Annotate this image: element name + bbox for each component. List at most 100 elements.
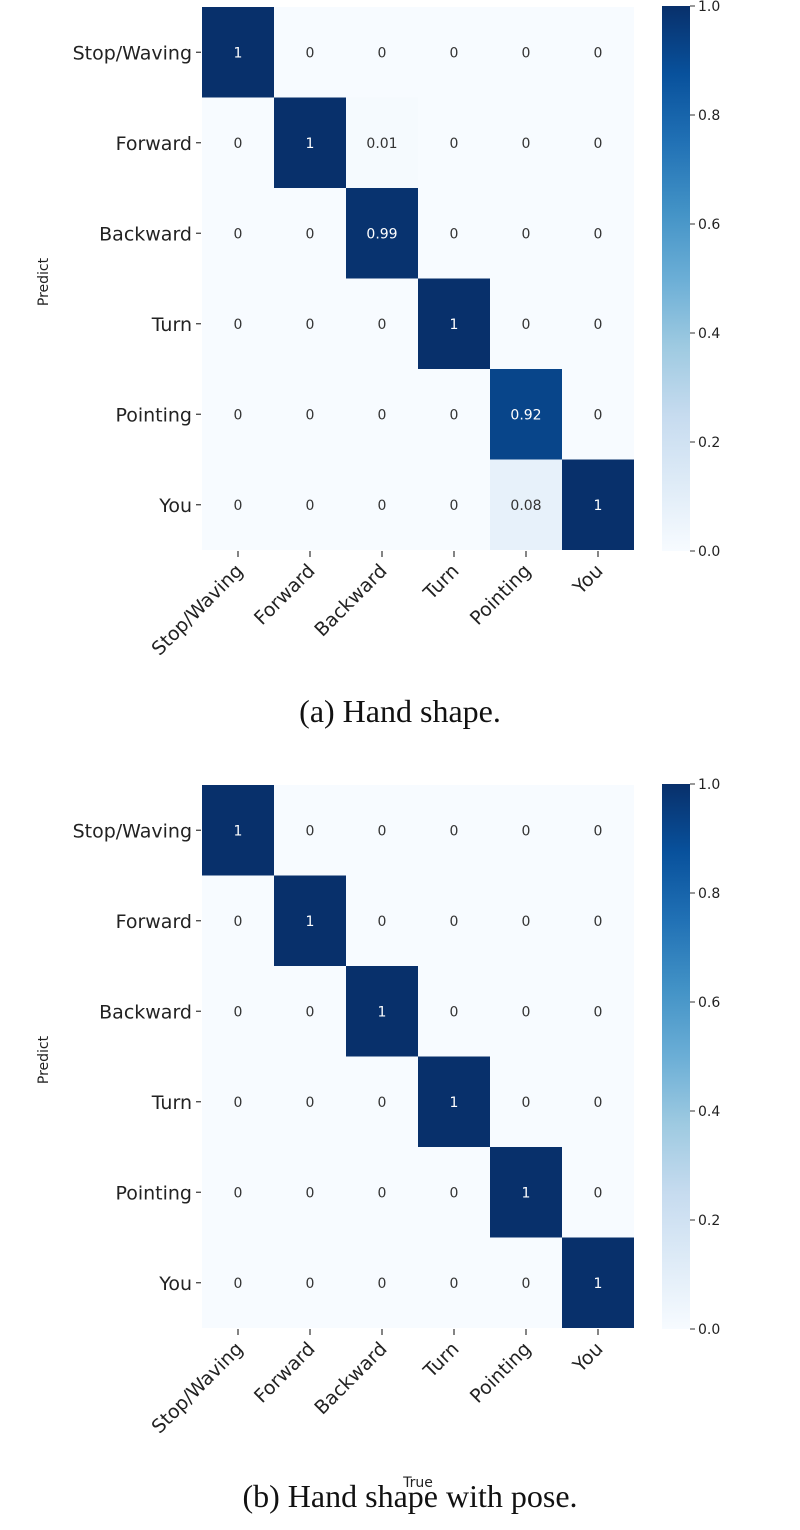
x-tick-label-you: You [568, 1338, 607, 1377]
heatmap-cell [346, 875, 418, 966]
heatmap-cell [562, 459, 634, 550]
cell-value: 0.01 [366, 136, 397, 152]
heatmap-cell [274, 785, 346, 876]
heatmap-cell [490, 1147, 562, 1238]
heatmap-cell [202, 188, 274, 279]
heatmap-cell [202, 97, 274, 188]
cell-value: 0 [594, 1095, 603, 1111]
cell-value: 0 [594, 823, 603, 839]
heatmap-cell [562, 97, 634, 188]
heatmap-cell [562, 1056, 634, 1147]
heatmap-cell [202, 1237, 274, 1328]
heatmap-cell [490, 369, 562, 460]
cell-value: 0 [450, 498, 459, 514]
heatmap-cell [346, 459, 418, 550]
confusion-matrix-hand-shape-with-pose: 1 0 0 0 0 0 0 1 0 0 0 0 0 0 1 0 0 0 0 0 0 1 0 0 0 0 0 0 1 0 0 0 0 0 0 1 Stop… [36, 777, 720, 1491]
y-tick-label-stop-waving: Stop/Waving [73, 42, 192, 64]
x-tick-label-you: You [568, 560, 607, 599]
heatmap-cell [346, 97, 418, 188]
heatmap-cell [274, 459, 346, 550]
cell-value: 0 [378, 45, 387, 61]
cell-value: 0 [522, 136, 531, 152]
colorbar-tick-label: 0.2 [698, 435, 720, 451]
heatmap-cell [490, 459, 562, 550]
cell-value: 0 [522, 226, 531, 242]
heatmap-cell [346, 369, 418, 460]
heatmap-cell [346, 1237, 418, 1328]
heatmap-cell [274, 1237, 346, 1328]
x-tick-label-pointing: Pointing [466, 560, 536, 630]
cell-value: 0.92 [510, 407, 541, 423]
heatmap-cell [490, 278, 562, 369]
heatmap-cell [202, 278, 274, 369]
heatmap-cell [490, 1056, 562, 1147]
colorbar [662, 6, 690, 551]
cell-value: 0 [378, 914, 387, 930]
heatmap-cell [418, 278, 490, 369]
y-tick-label-pointing: Pointing [115, 1182, 192, 1204]
heatmap-cell [274, 966, 346, 1057]
cell-value: 1 [450, 1095, 459, 1111]
y-tick-label-you: You [158, 1273, 192, 1295]
cell-value: 0 [522, 1095, 531, 1111]
y-tick-label-backward: Backward [99, 1001, 192, 1023]
cell-value: 0 [450, 823, 459, 839]
heatmap-cell [202, 1147, 274, 1238]
heatmap-cell [346, 966, 418, 1057]
cell-value: 0 [450, 1004, 459, 1020]
y-axis-label: Predict [36, 1035, 52, 1084]
y-tick-label-pointing: Pointing [115, 404, 192, 426]
colorbar-tick-label: 0.2 [698, 1213, 720, 1229]
cell-value: 1 [522, 1185, 531, 1201]
cell-value: 0 [234, 1095, 243, 1111]
heatmap-cell [490, 97, 562, 188]
heatmap-cell [274, 97, 346, 188]
cell-value: 1 [450, 317, 459, 333]
y-tick-label-turn: Turn [151, 1092, 192, 1114]
y-axis-label: Predict [36, 257, 52, 306]
cell-value: 0 [234, 136, 243, 152]
heatmap-cell [346, 188, 418, 279]
cell-value: 0 [234, 498, 243, 514]
heatmap-cell [490, 188, 562, 279]
heatmap-cell [202, 7, 274, 98]
heatmap-cell [202, 459, 274, 550]
heatmap-cell [418, 1147, 490, 1238]
x-tick-label-turn: Turn [419, 560, 464, 605]
x-tick-label-backward: Backward [310, 560, 391, 641]
cell-value: 0 [450, 136, 459, 152]
y-tick-label-turn: Turn [151, 314, 192, 336]
heatmap-cell [274, 7, 346, 98]
cell-value: 0 [234, 407, 243, 423]
colorbar-tick-label: 1.0 [698, 777, 720, 793]
heatmap-cell [562, 188, 634, 279]
heatmap-cell [274, 188, 346, 279]
cell-value: 1 [378, 1004, 387, 1020]
colorbar-tick-label: 0.8 [698, 886, 720, 902]
cell-value: 1 [306, 136, 315, 152]
cell-value: 0 [522, 823, 531, 839]
cell-value: 0 [594, 1004, 603, 1020]
caption-b: (b) Hand shape with pose. [242, 1478, 577, 1514]
y-tick-label-forward: Forward [116, 133, 192, 155]
cell-value: 0 [306, 823, 315, 839]
y-tick-label-backward: Backward [99, 223, 192, 245]
cell-value: 0 [234, 1004, 243, 1020]
cell-value: 0 [378, 498, 387, 514]
cell-value: 0 [522, 914, 531, 930]
cell-value: 1 [234, 45, 243, 61]
cell-value: 0 [378, 1185, 387, 1201]
cell-value: 0 [306, 1185, 315, 1201]
heatmap-cell [202, 966, 274, 1057]
cell-value: 0 [378, 317, 387, 333]
heatmap-cell [562, 785, 634, 876]
cell-value: 0.99 [366, 226, 397, 242]
cell-value: 0 [234, 317, 243, 333]
heatmap-cell [202, 875, 274, 966]
heatmap-cell [562, 966, 634, 1057]
heatmap-cell [274, 1147, 346, 1238]
cell-value: 0 [306, 226, 315, 242]
colorbar-tick-label: 0.0 [698, 1322, 720, 1338]
cell-value: 0 [522, 1004, 531, 1020]
